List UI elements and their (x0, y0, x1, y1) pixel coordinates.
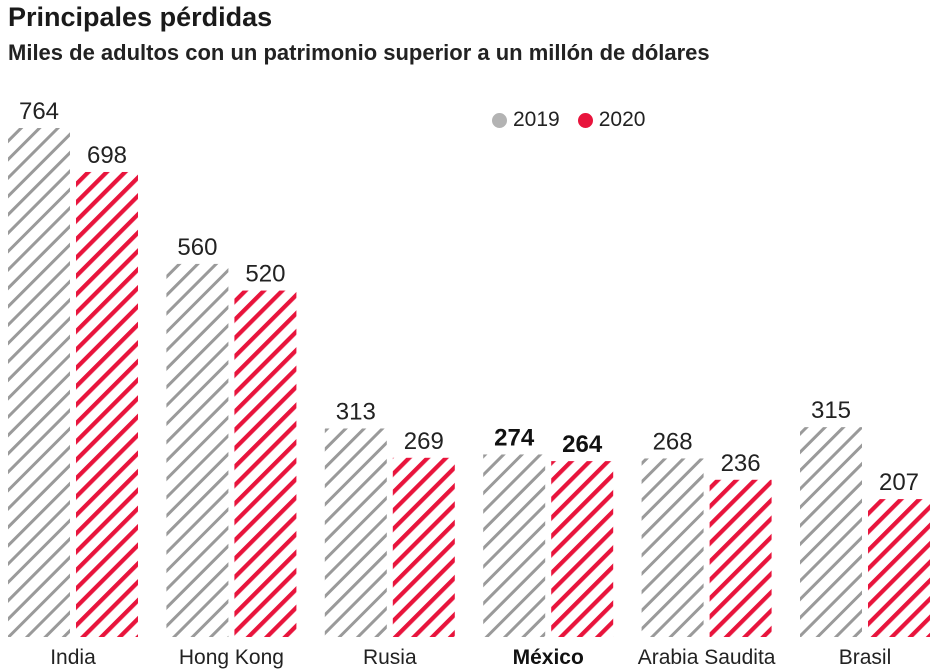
value-label-rusia-2020: 269 (404, 428, 444, 455)
bar-india-2020 (76, 171, 138, 638)
category-label-arabia-saudita: Arabia Saudita (638, 646, 776, 669)
chart-legend: 2019 2020 (492, 108, 663, 132)
value-label-india-2020: 698 (87, 142, 127, 169)
value-label-hong-kong-2020: 520 (245, 261, 285, 288)
value-label-arabia-saudita-2020: 236 (721, 450, 761, 477)
value-label-rusia-2019: 313 (336, 398, 376, 425)
category-label-mexico: México (513, 646, 584, 669)
bar-rusia-2019 (324, 428, 387, 637)
bar-arabia-saudita-2019 (641, 458, 704, 637)
category-label-hong-kong: Hong Kong (179, 646, 284, 669)
category-label-india: India (50, 646, 96, 669)
chart-subtitle: Miles de adultos con un patrimonio super… (8, 40, 710, 65)
category-label-brasil: Brasil (839, 646, 892, 669)
legend-swatch-2019 (492, 112, 507, 128)
value-label-arabia-saudita-2019: 268 (653, 428, 693, 455)
legend-label-2019: 2019 (513, 108, 560, 131)
bar-brasil-2019 (800, 427, 862, 637)
value-label-india-2019: 764 (19, 98, 59, 125)
legend-label-2020: 2020 (598, 108, 646, 131)
bar-hong-kong-2019 (166, 263, 229, 637)
value-label-mexico-2019: 274 (494, 424, 535, 451)
bar-arabia-saudita-2020 (709, 479, 772, 637)
bar-hong-kong-2020 (234, 290, 297, 637)
chart-title: Principales pérdidas (8, 2, 273, 32)
bar-mexico-2020 (551, 461, 614, 637)
bar-rusia-2020 (392, 457, 455, 637)
value-label-brasil-2020: 207 (879, 469, 919, 496)
legend-item-2019: 2019 (492, 108, 560, 132)
legend-item-2020: 2020 (577, 108, 646, 132)
category-label-rusia: Rusia (363, 646, 417, 669)
legend-swatch-2020 (577, 112, 593, 128)
bar-india-2019 (8, 128, 70, 637)
bar-mexico-2019 (483, 454, 546, 637)
value-label-hong-kong-2019: 560 (177, 234, 217, 261)
category-labels-group: India Hong Kong Rusia México Arabia Saudita B… (50, 646, 891, 669)
value-label-brasil-2019: 315 (811, 397, 851, 424)
bar-brasil-2020 (868, 499, 930, 637)
value-labels-group: 764 698 560 520 313 269 274 264 268 236 315 207 (19, 98, 919, 496)
bars-group (8, 128, 930, 638)
value-label-mexico-2020: 264 (562, 431, 603, 458)
